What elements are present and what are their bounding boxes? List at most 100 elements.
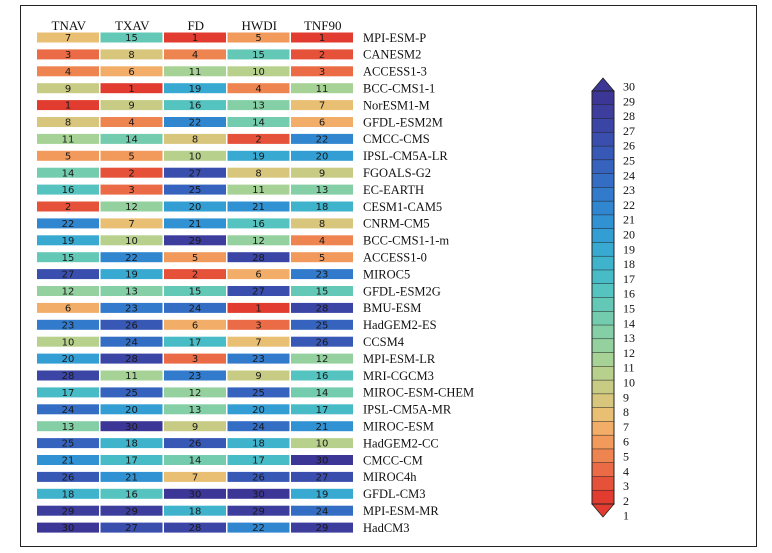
colorbar-tick-label: 8 <box>623 405 629 419</box>
cell-value-label: 21 <box>62 456 75 467</box>
heatmap-cell <box>291 438 353 449</box>
heatmap-cell <box>227 387 290 398</box>
heatmap-cell <box>100 421 163 432</box>
heatmap-cell <box>100 184 163 195</box>
cell-value-label: 27 <box>62 270 75 281</box>
cell-value-label: 13 <box>316 185 329 196</box>
heatmap-cell <box>227 252 290 263</box>
cell-value-label: 14 <box>62 168 75 179</box>
cell-value-label: 26 <box>252 473 265 484</box>
colorbar-bottom-arrow <box>591 503 615 518</box>
heatmap-cell <box>227 302 290 313</box>
cell-value-label: 27 <box>125 523 138 534</box>
cell-value-label: 15 <box>189 287 202 298</box>
row-label-model: CESM1-CAM5 <box>363 200 442 214</box>
heatmap-cell <box>100 235 163 246</box>
cell-value-label: 19 <box>62 236 75 247</box>
heatmap-cell <box>291 522 353 533</box>
colorbar-tick-label: 20 <box>623 228 635 242</box>
heatmap-cell <box>37 302 99 313</box>
heatmap-cell <box>291 269 353 280</box>
column-header-txav: TXAV <box>115 18 150 33</box>
cell-value-label: 3 <box>319 67 325 78</box>
cell-value-label: 20 <box>252 405 265 416</box>
cell-value-label: 5 <box>128 151 134 162</box>
heatmap-cell <box>227 488 290 499</box>
heatmap-cell <box>291 184 353 195</box>
heatmap-cell <box>291 167 353 178</box>
cell-value-label: 12 <box>125 202 138 213</box>
colorbar-segment <box>591 489 615 505</box>
heatmap-cell <box>227 150 290 161</box>
row-label-model: MRI-CGCM3 <box>363 369 434 383</box>
colorbar-tick-label: 17 <box>623 272 635 286</box>
heatmap-cell <box>227 269 290 280</box>
heatmap-cell <box>164 32 226 43</box>
cell-value-label: 4 <box>65 67 71 78</box>
heatmap-cell <box>227 184 290 195</box>
row-label-model: MPI-ESM-MR <box>363 504 439 518</box>
heatmap-cell <box>291 353 353 364</box>
heatmap-cell <box>227 133 290 144</box>
cell-value-label: 27 <box>316 473 329 484</box>
heatmap-cell <box>37 235 99 246</box>
row-label-model: MPI-ESM-P <box>363 31 426 45</box>
colorbar-segment <box>591 366 615 381</box>
heatmap-cell <box>164 336 226 347</box>
heatmap-cell <box>100 455 163 465</box>
cell-value-label: 25 <box>62 439 75 450</box>
heatmap-cell <box>37 83 99 94</box>
heatmap-cell <box>37 49 99 60</box>
row-label-model: BCC-CMS1-1-m <box>363 234 449 248</box>
cell-value-label: 15 <box>252 50 265 61</box>
heatmap-cell <box>100 404 163 415</box>
cell-value-label: 26 <box>189 439 202 450</box>
cell-value-label: 17 <box>316 405 329 416</box>
cell-value-label: 24 <box>252 422 265 433</box>
cell-value-label: 6 <box>65 304 71 315</box>
cell-value-label: 11 <box>189 67 202 78</box>
cell-value-label: 12 <box>252 236 265 247</box>
colorbar-tick-label: 28 <box>623 109 635 123</box>
colorbar-segment <box>591 118 615 133</box>
colorbar-segment <box>591 90 615 106</box>
row-label-model: GFDL-ESM2M <box>363 115 443 129</box>
row-label-model: CNRM-CM5 <box>363 217 430 231</box>
cell-value-label: 7 <box>255 337 261 348</box>
cell-value-label: 8 <box>65 118 71 129</box>
colorbar-segment <box>591 214 615 230</box>
cell-value-label: 2 <box>128 168 134 179</box>
heatmap-cell <box>37 438 99 449</box>
heatmap-cell <box>227 370 290 381</box>
heatmap-cell <box>37 471 99 482</box>
cell-value-label: 2 <box>192 270 198 281</box>
heatmap-cell <box>100 117 163 127</box>
cell-value-label: 28 <box>62 371 75 382</box>
heatmap-cell <box>291 83 353 94</box>
cell-value-label: 22 <box>316 135 329 146</box>
heatmap-cell <box>37 522 99 533</box>
heatmap-cell <box>164 455 226 465</box>
heatmap-cell <box>100 100 163 111</box>
colorbar: 3029282726252423222120191817161514131211… <box>591 77 635 523</box>
colorbar-segment <box>591 242 615 257</box>
heatmap-cell <box>100 252 163 263</box>
cell-value-label: 17 <box>125 456 138 467</box>
cell-value-label: 4 <box>192 50 198 61</box>
heatmap-cell <box>164 49 226 60</box>
cell-value-label: 20 <box>125 405 138 416</box>
cell-value-label: 4 <box>128 118 134 129</box>
heatmap-cell <box>227 471 290 482</box>
cell-value-label: 10 <box>316 439 329 450</box>
cell-value-label: 22 <box>62 219 75 230</box>
cell-value-label: 13 <box>189 405 202 416</box>
heatmap-cell <box>291 455 353 465</box>
colorbar-segment <box>591 283 615 299</box>
cell-value-label: 21 <box>189 219 202 230</box>
cell-value-label: 6 <box>128 67 134 78</box>
heatmap-cell <box>227 404 290 415</box>
heatmap-cell <box>164 150 226 161</box>
heatmap-cell <box>100 286 163 296</box>
heatmap-cell <box>164 235 226 246</box>
cell-value-label: 28 <box>125 354 138 365</box>
